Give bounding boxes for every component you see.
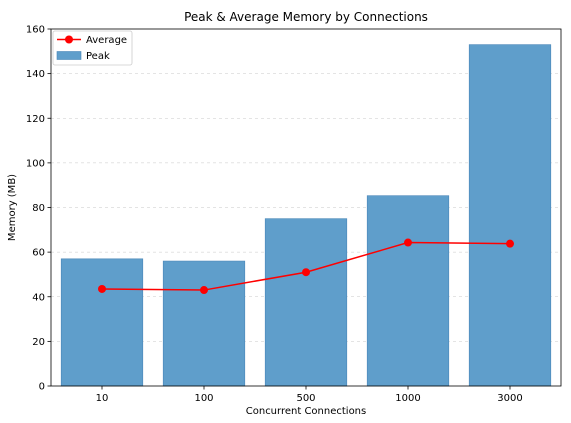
average-point-3000 [506,239,514,248]
bar-peak-10 [60,258,144,387]
average-point-1000 [404,238,412,247]
y-tick-label: 120 [26,114,45,125]
bar-peak-100 [162,260,246,387]
x-axis-label: Concurrent Connections [246,406,366,417]
bar-peak-500 [264,218,348,387]
y-axis-label: Memory (MB) [7,174,18,241]
average-point-10 [98,284,106,293]
y-tick-label: 60 [32,248,45,259]
axis-ticks: 0 20 40 60 80 100 120 140 160 10 100 500 1000 3000 [26,25,523,405]
x-tick-label-3000: 3000 [497,393,522,404]
x-tick-label-10: 10 [96,393,109,404]
bar-peak-1000 [366,195,450,387]
legend-label-average: Average [86,35,127,46]
y-tick-label: 80 [32,203,45,214]
x-tick-label-100: 100 [194,393,213,404]
y-tick-label: 100 [26,158,45,169]
bar-peak-3000 [468,44,552,387]
bar-series [60,44,552,387]
x-tick-label-500: 500 [296,393,315,404]
y-tick-label: 0 [39,382,45,393]
line-series [98,238,514,295]
legend-label-peak: Peak [86,51,110,62]
x-tick-label-1000: 1000 [395,393,420,404]
y-tick-label: 40 [32,292,45,303]
y-tick-label: 140 [26,69,45,80]
average-point-100 [200,286,208,295]
legend-marker-swatch [65,35,73,44]
chart-title: Peak & Average Memory by Connections [184,10,428,24]
legend-bar-swatch [56,51,82,60]
average-point-500 [302,268,310,277]
y-tick-label: 160 [26,25,45,36]
y-tick-label: 20 [32,337,45,348]
legend: Average Peak [52,30,133,66]
